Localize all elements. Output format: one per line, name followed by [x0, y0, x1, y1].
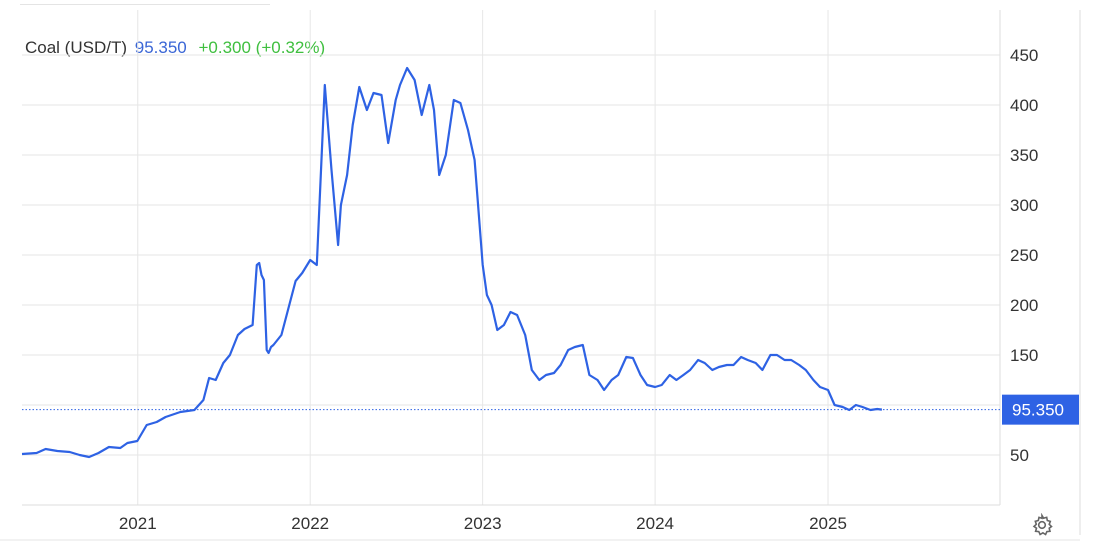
y-tick-label: 450	[1010, 46, 1038, 65]
x-tick-label: 2025	[809, 514, 847, 533]
y-tick-label: 400	[1010, 96, 1038, 115]
y-tick-label: 50	[1010, 446, 1029, 465]
series-layer	[21, 66, 883, 459]
last-value-label: 95.350	[1012, 401, 1064, 420]
y-tick-label: 300	[1010, 196, 1038, 215]
y-tick-label: 350	[1010, 146, 1038, 165]
y-tick-label: 150	[1010, 346, 1038, 365]
x-tick-label: 2022	[291, 514, 329, 533]
x-tick-label: 2024	[636, 514, 674, 533]
price-change: +0.300 (+0.32%)	[198, 38, 326, 57]
grid-layer	[0, 10, 1081, 541]
gear-icon[interactable]	[1030, 513, 1054, 537]
last-value-badge	[1002, 394, 1079, 425]
coal-price-line	[21, 66, 883, 459]
y-tick-label: 250	[1010, 246, 1038, 265]
y-tick-label: 200	[1010, 296, 1038, 315]
x-tick-label: 2021	[119, 514, 157, 533]
series-name: Coal (USD/T)	[25, 38, 128, 57]
tick-layer: 50 150 200 250 300 350 400 450 2021 2022 2023 2024 2…	[119, 46, 1039, 533]
badge-layer: 95.350	[22, 394, 1079, 425]
top-border	[20, 4, 270, 5]
x-tick-label: 2023	[464, 514, 502, 533]
chart-legend: Coal (USD/T) 95.350 +0.300 (+0.32%)	[25, 38, 325, 58]
current-price: 95.350	[134, 38, 187, 57]
